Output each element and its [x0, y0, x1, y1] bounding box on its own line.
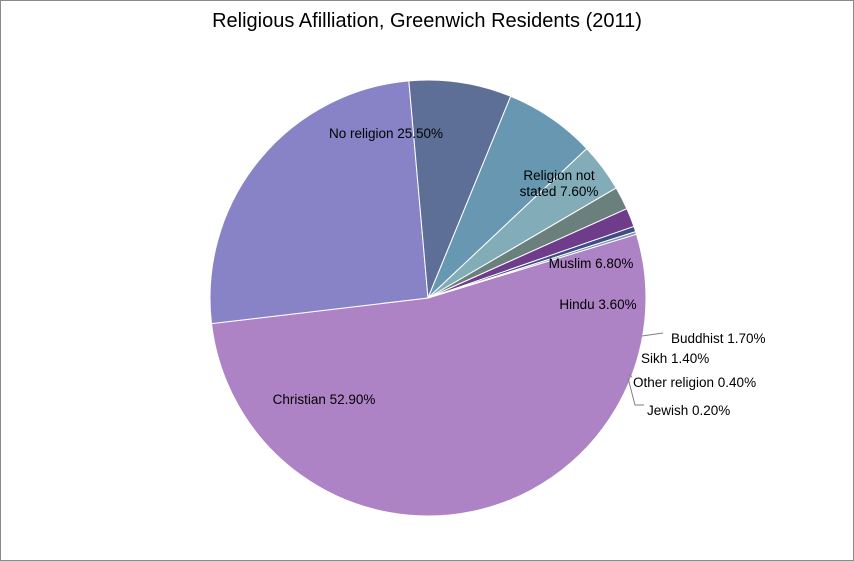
leader-line-jewish: [627, 377, 644, 406]
leader-line-buddhist: [641, 332, 664, 337]
leader-line-other-religion: [628, 373, 633, 378]
data-label-muslim: Muslim 6.80%: [549, 256, 634, 271]
data-label-religion-not-stated: Religion not stated 7.60%: [520, 168, 599, 199]
data-label-buddhist: Buddhist 1.70%: [671, 331, 766, 346]
pie-slice-no-religion: [209, 80, 429, 325]
data-label-sikh: Sikh 1.40%: [641, 351, 709, 366]
pie-slice-religion-not-stated: [408, 79, 512, 299]
data-label-jewish: Jewish 0.20%: [647, 403, 730, 418]
chart-title: Religious Afilliation, Greenwich Residen…: [212, 10, 642, 32]
data-label-christian: Christian 52.90%: [273, 392, 376, 407]
data-label-other-religion: Other religion 0.40%: [633, 375, 756, 390]
data-label-no-religion: No religion 25.50%: [329, 126, 443, 141]
data-label-hindu: Hindu 3.60%: [559, 297, 636, 312]
pie-slice-christian: [210, 233, 647, 517]
pie-slice-jewish: [427, 231, 638, 299]
